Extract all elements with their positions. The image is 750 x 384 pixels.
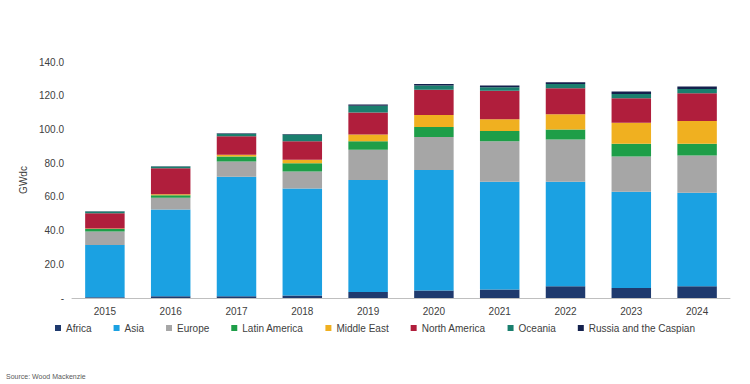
svg-text:2023: 2023 (620, 306, 643, 317)
svg-text:2019: 2019 (357, 306, 380, 317)
svg-text:Asia: Asia (125, 323, 145, 334)
svg-text:60.0: 60.0 (45, 191, 65, 202)
svg-text:120.0: 120.0 (39, 90, 64, 101)
svg-text:GWdc: GWdc (18, 166, 29, 194)
svg-text:140.0: 140.0 (39, 57, 64, 68)
svg-text:2018: 2018 (291, 306, 314, 317)
svg-text:20.0: 20.0 (45, 259, 65, 270)
svg-text:80.0: 80.0 (45, 158, 65, 169)
svg-text:Russia and the Caspian: Russia and the Caspian (589, 323, 695, 334)
svg-text:Middle East: Middle East (336, 323, 388, 334)
svg-text:2016: 2016 (160, 306, 183, 317)
svg-text:40.0: 40.0 (45, 225, 65, 236)
svg-text:Source: Wood Mackenzie: Source: Wood Mackenzie (6, 373, 86, 380)
svg-text:Oceania: Oceania (519, 323, 557, 334)
svg-text:100.0: 100.0 (39, 124, 64, 135)
svg-text:Europe: Europe (177, 323, 210, 334)
svg-text:2015: 2015 (94, 306, 117, 317)
svg-text:Africa: Africa (66, 323, 92, 334)
svg-text:-: - (61, 293, 64, 304)
svg-text:2021: 2021 (489, 306, 512, 317)
svg-text:Latin America: Latin America (242, 323, 303, 334)
svg-text:2022: 2022 (554, 306, 577, 317)
svg-text:2017: 2017 (225, 306, 248, 317)
svg-text:2020: 2020 (423, 306, 446, 317)
svg-text:2024: 2024 (686, 306, 709, 317)
svg-text:North America: North America (422, 323, 486, 334)
